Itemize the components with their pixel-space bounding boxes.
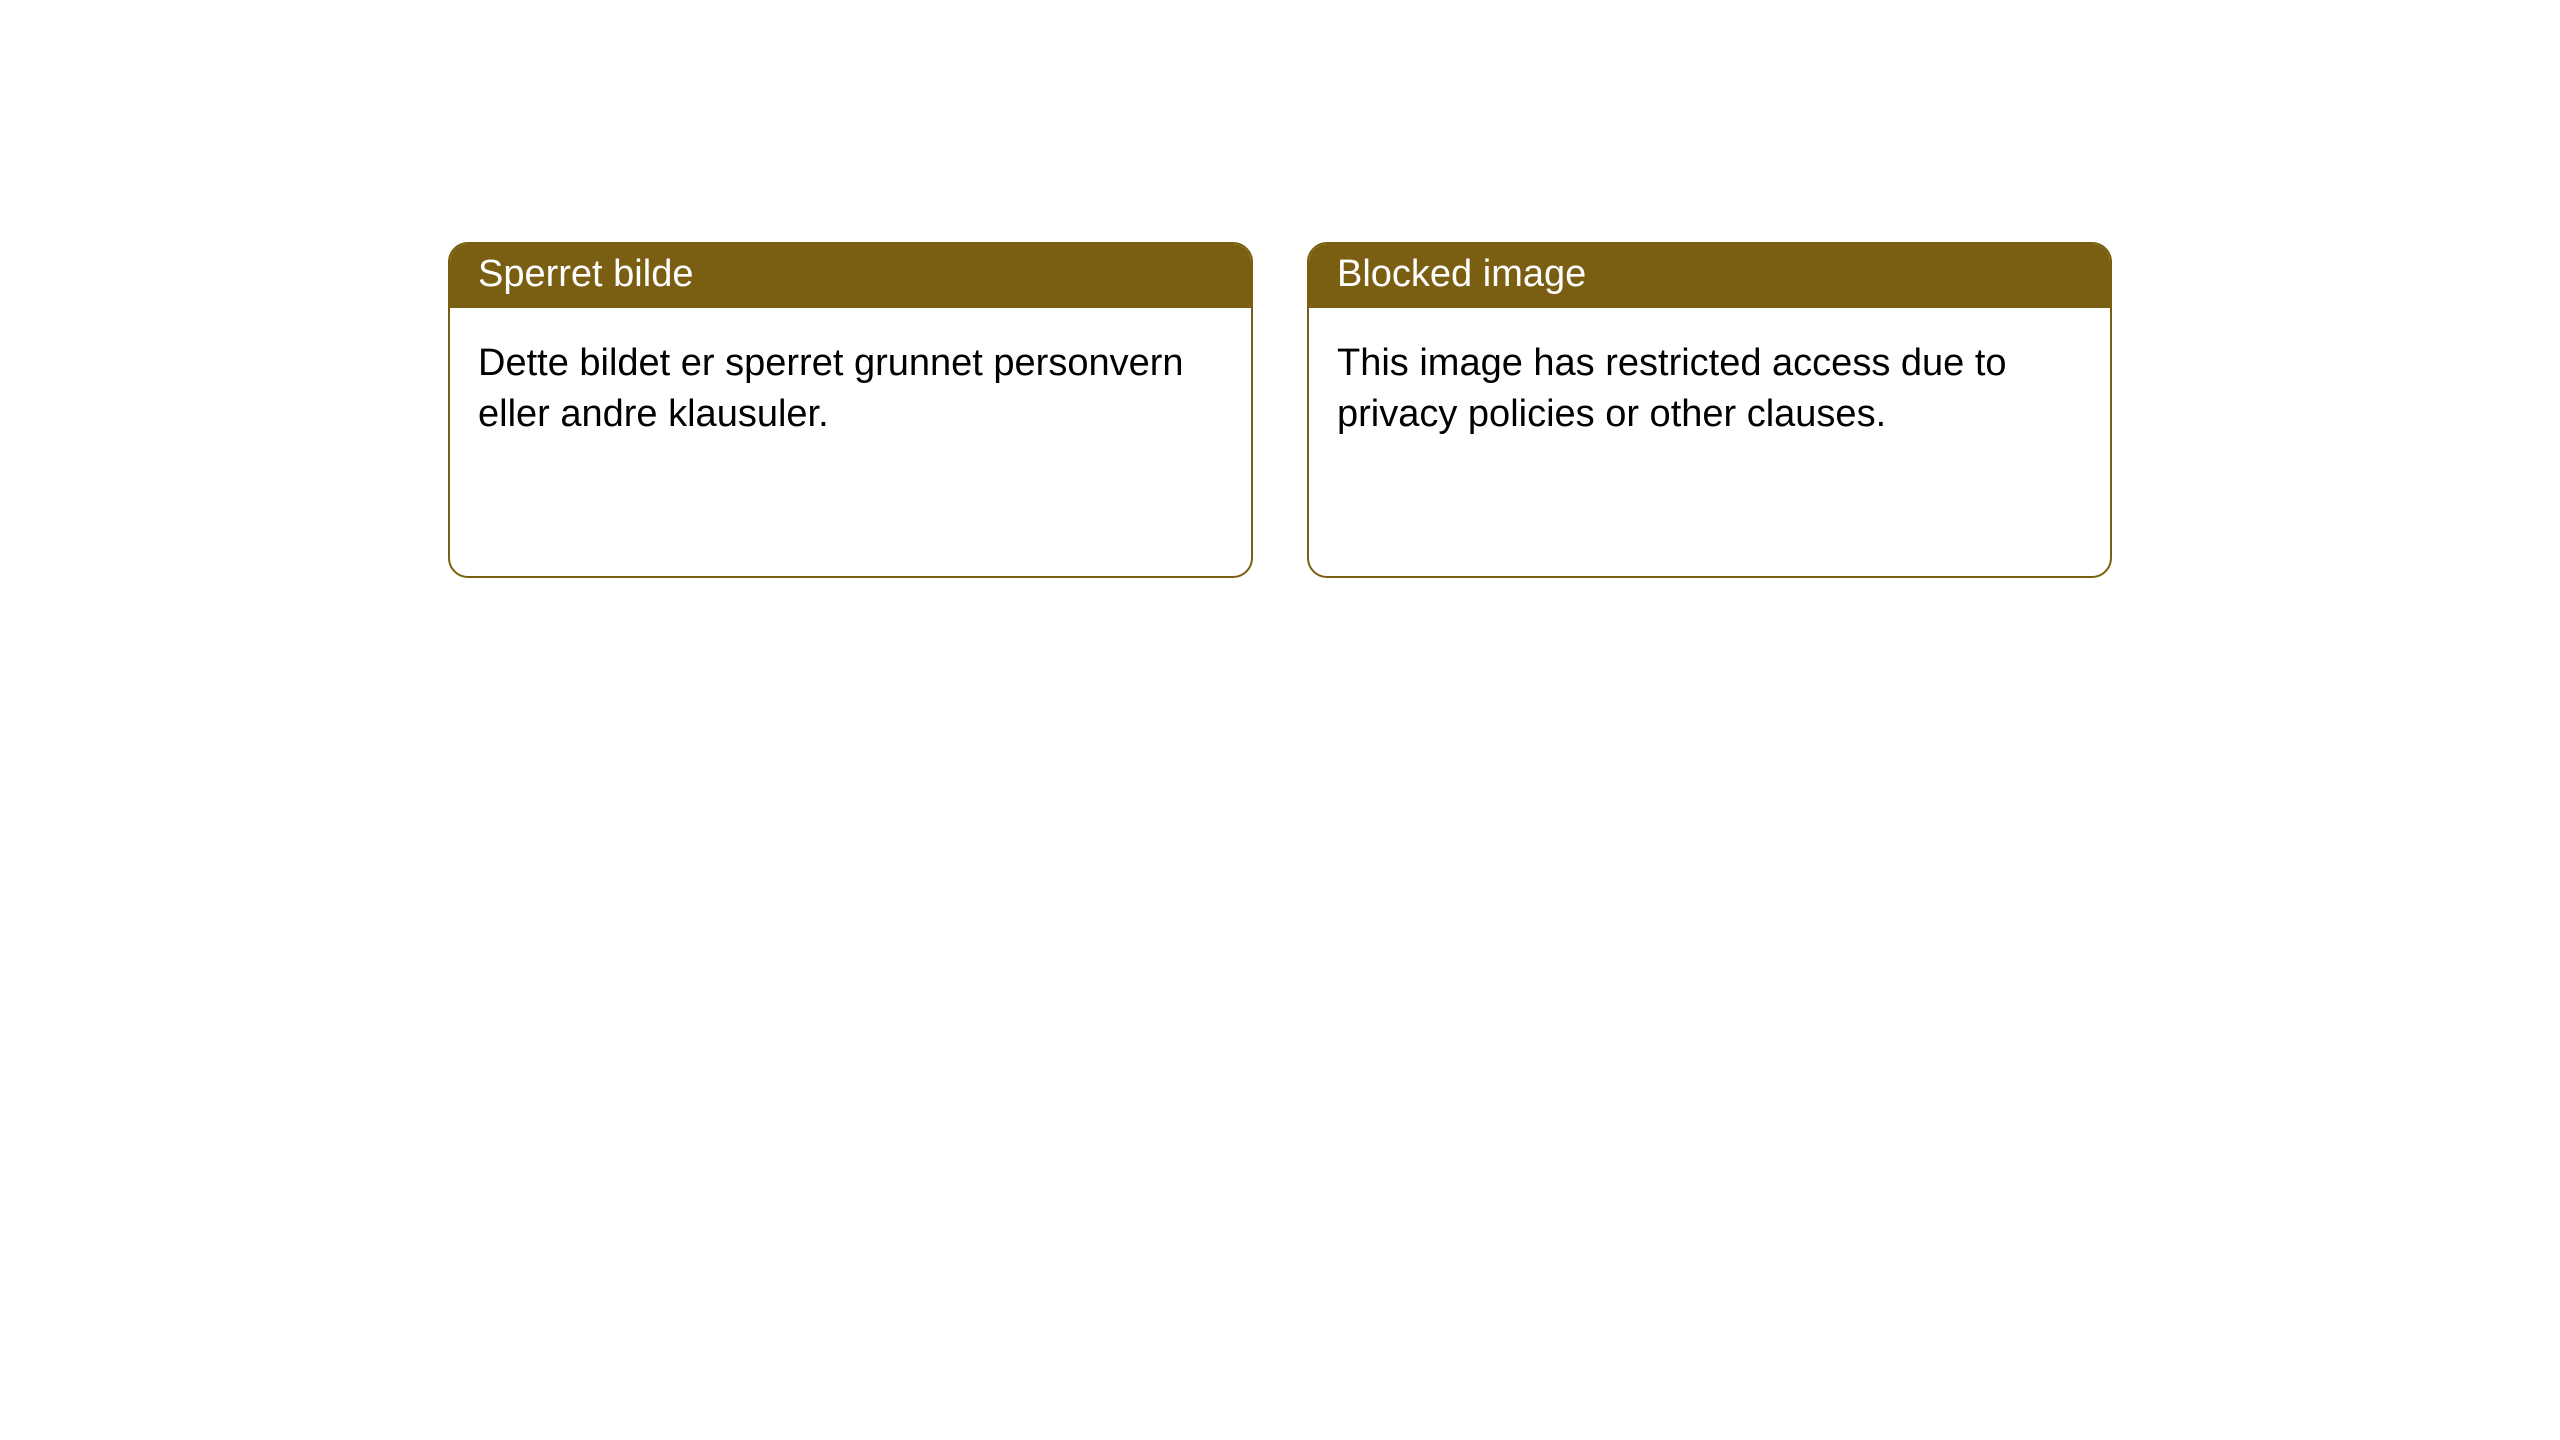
notice-container: Sperret bilde Dette bildet er sperret gr… bbox=[0, 0, 2560, 578]
notice-body: Dette bildet er sperret grunnet personve… bbox=[450, 308, 1251, 471]
notice-body: This image has restricted access due to … bbox=[1309, 308, 2110, 471]
notice-card-norwegian: Sperret bilde Dette bildet er sperret gr… bbox=[448, 242, 1253, 578]
notice-card-english: Blocked image This image has restricted … bbox=[1307, 242, 2112, 578]
notice-header: Sperret bilde bbox=[450, 244, 1251, 308]
notice-header: Blocked image bbox=[1309, 244, 2110, 308]
